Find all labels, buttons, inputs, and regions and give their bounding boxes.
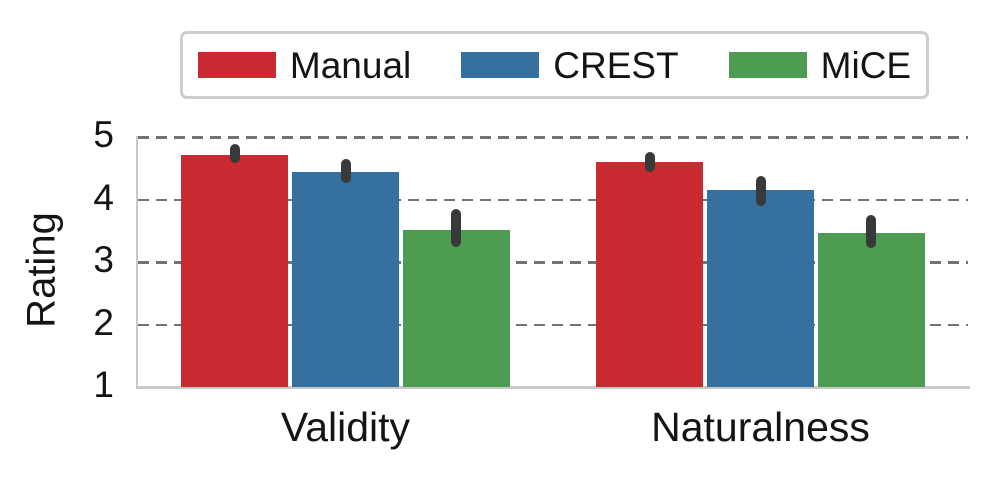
y-tick-label-1: 1 — [93, 363, 114, 405]
gridline-y5 — [138, 136, 968, 139]
legend-item-mice: MiCE — [728, 44, 912, 86]
legend-swatch-manual — [197, 52, 276, 78]
legend-item-manual: Manual — [197, 44, 412, 86]
y-tick-label-3: 3 — [93, 238, 114, 280]
error-bar-crest-validity — [340, 159, 351, 183]
bar-crest-validity — [292, 171, 399, 387]
error-bar-manual-naturalness — [644, 151, 655, 172]
legend-item-crest: CREST — [461, 44, 679, 86]
bar-mice-validity — [402, 229, 510, 387]
bottom-spine — [136, 385, 970, 389]
y-tick-label-4: 4 — [93, 176, 114, 218]
gridline-y2 — [138, 323, 968, 326]
bar-crest-naturalness — [707, 190, 814, 387]
error-bar-mice-naturalness — [866, 215, 877, 249]
legend-label-crest: CREST — [553, 44, 679, 86]
legend-label-mice: MiCE — [820, 44, 912, 86]
y-tick-label-5: 5 — [93, 114, 114, 156]
error-bar-mice-validity — [451, 209, 462, 247]
legend-swatch-mice — [728, 52, 807, 78]
left-spine — [136, 136, 138, 389]
gridline-y4 — [138, 198, 968, 202]
gridline-y3 — [138, 261, 968, 264]
x-tick-label-validity: Validity — [280, 404, 411, 450]
legend-label-manual: Manual — [289, 44, 412, 86]
y-tick-label-2: 2 — [93, 301, 114, 343]
error-bar-crest-naturalness — [755, 176, 766, 207]
bar-manual-validity — [181, 154, 289, 387]
bar-manual-naturalness — [596, 162, 704, 387]
bar-mice-naturalness — [817, 232, 925, 387]
legend: Manual CREST MiCE — [180, 31, 929, 99]
x-tick-label-naturalness: Naturalness — [651, 404, 870, 450]
legend-swatch-crest — [461, 52, 540, 78]
error-bar-manual-validity — [229, 144, 240, 163]
